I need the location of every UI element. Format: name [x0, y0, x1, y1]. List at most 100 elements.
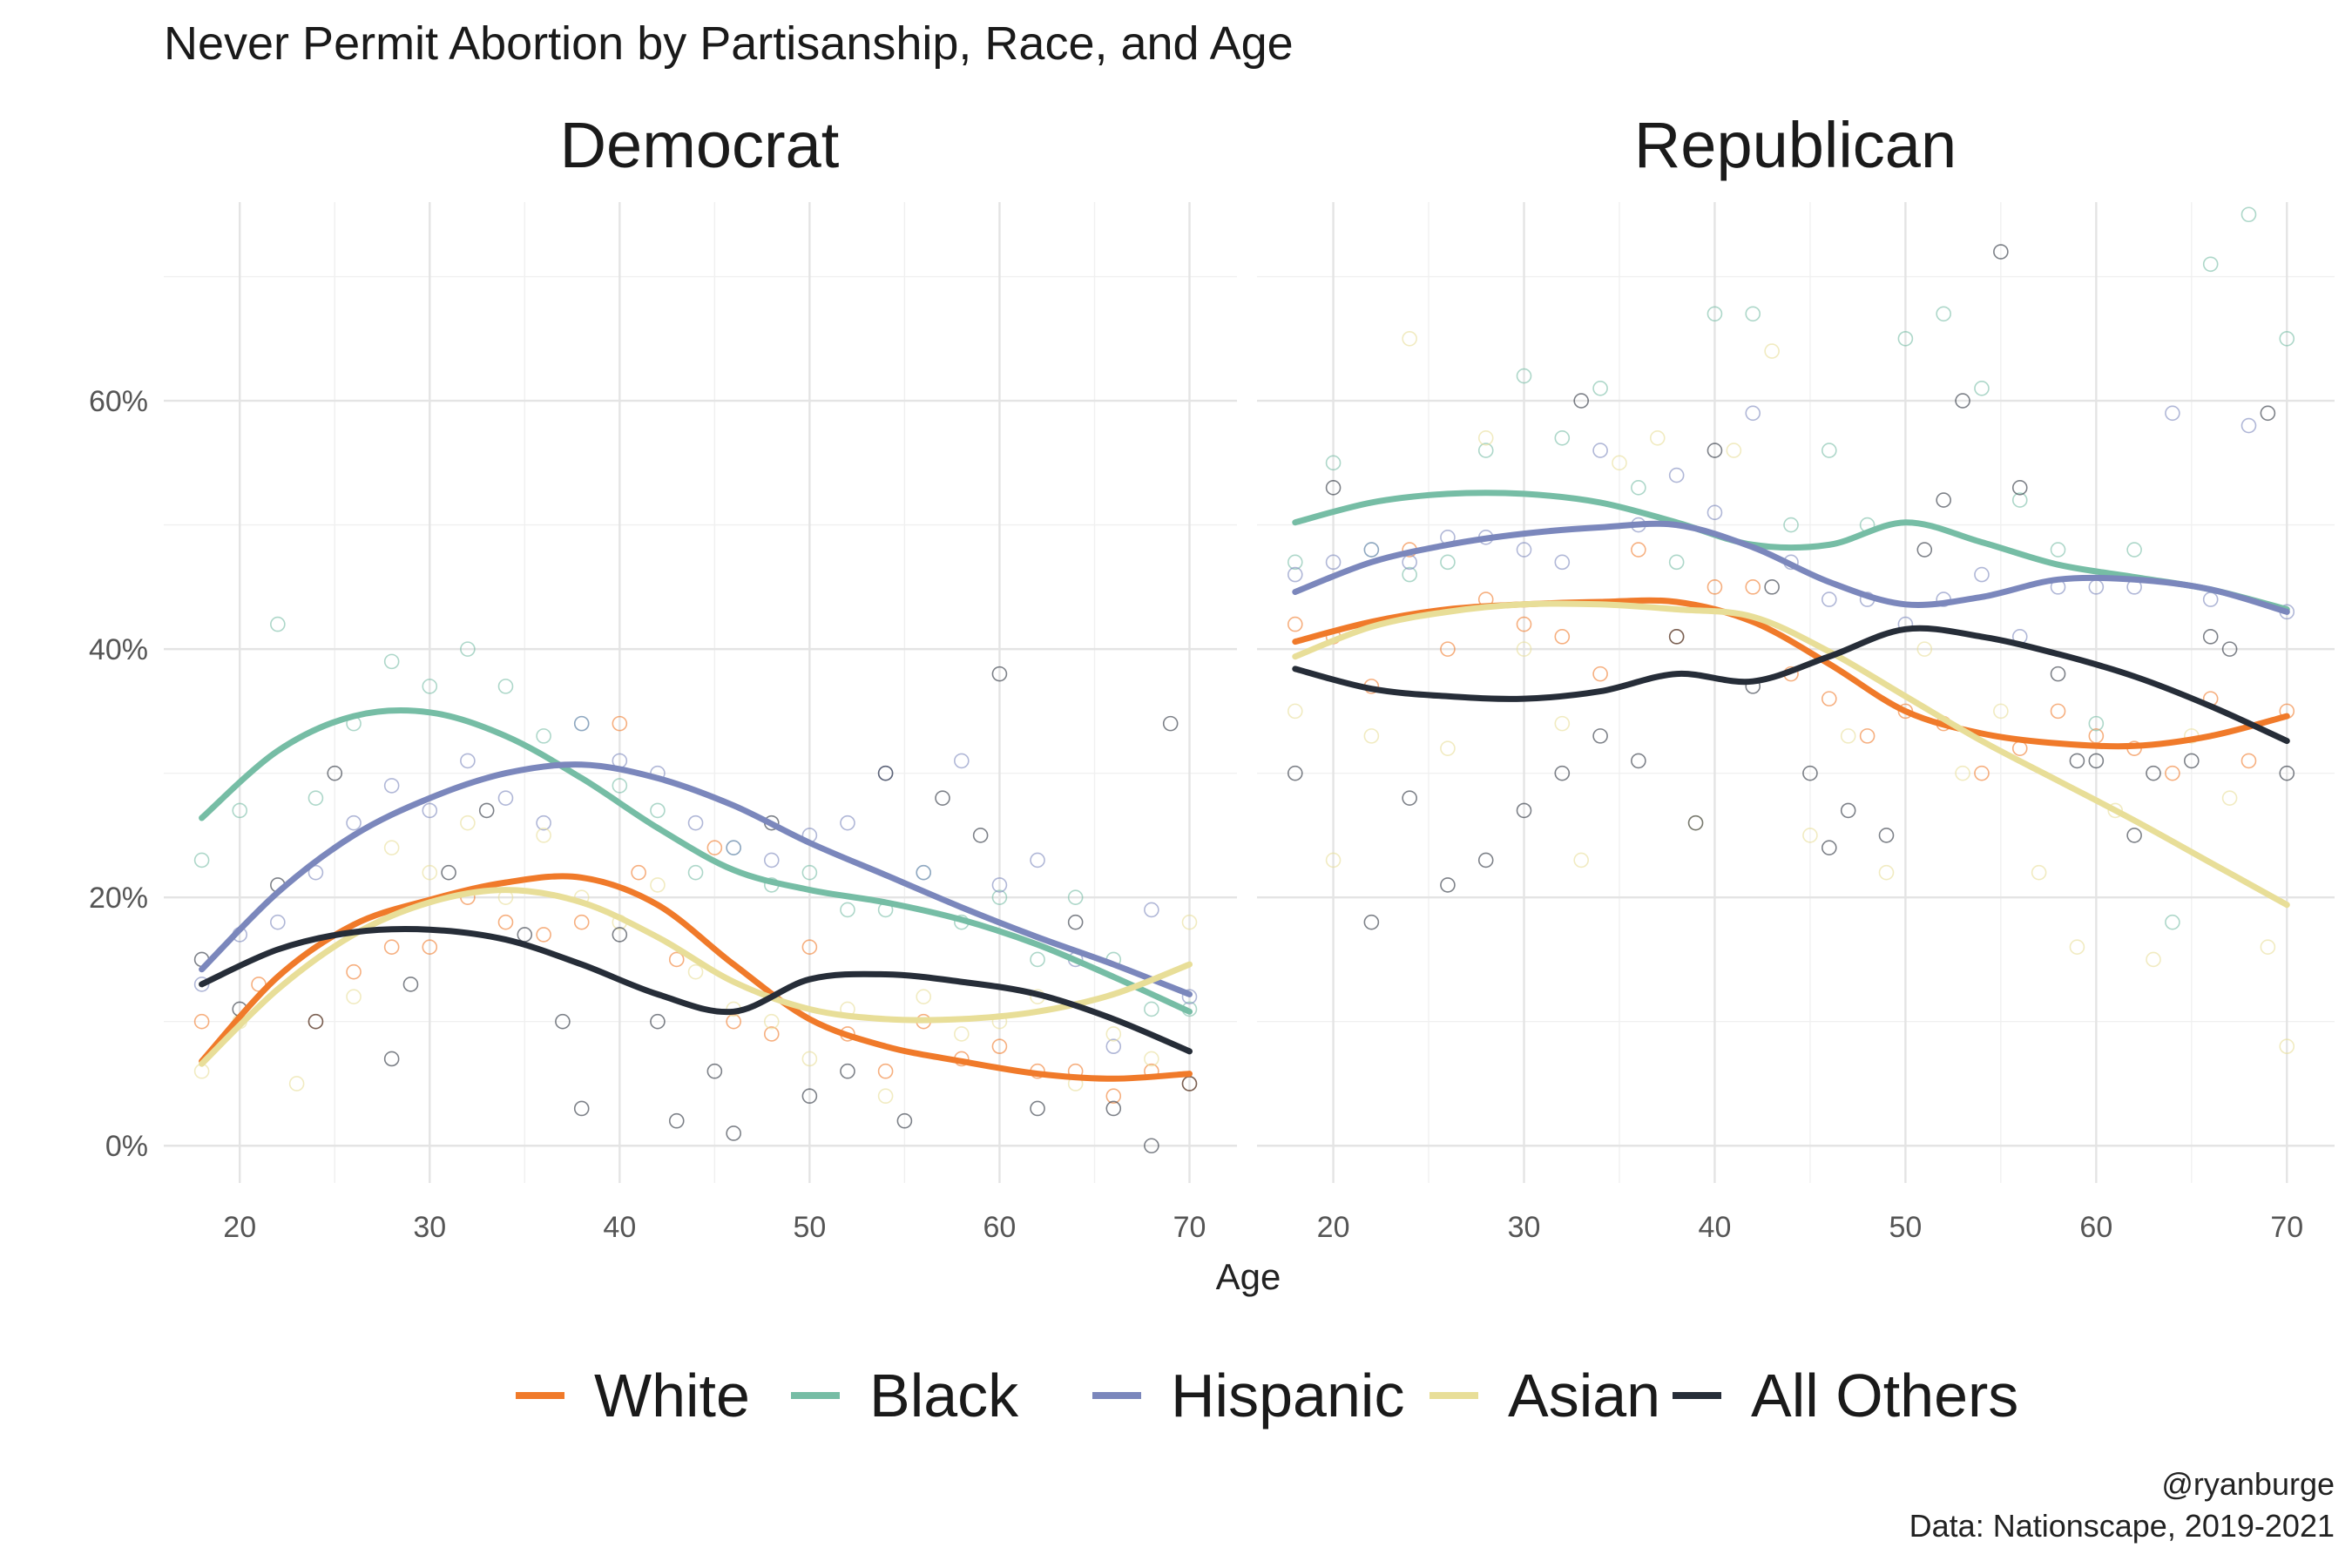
scatter-point: [1516, 802, 1532, 819]
legend-label: All Others: [1751, 1362, 2018, 1429]
scatter-point: [1974, 566, 1990, 583]
scatter-point: [954, 1026, 970, 1042]
series-line-white: [199, 873, 1193, 1082]
x-tick-label: 30: [413, 1211, 446, 1244]
scatter-point: [1821, 840, 1837, 855]
scatter-point: [1144, 902, 1159, 918]
legend-label: Hispanic: [1171, 1362, 1404, 1429]
scatter-point: [2146, 765, 2161, 781]
panel-republican: Republican: [1257, 109, 2335, 1183]
scatter-layer: [193, 616, 1198, 1154]
legend-label: White: [594, 1362, 750, 1429]
x-tick-label: 60: [2079, 1211, 2112, 1244]
series-lines: [199, 707, 1193, 1082]
scatter-point: [1745, 405, 1761, 422]
x-tick-label: 20: [1317, 1211, 1350, 1244]
scatter-point: [1144, 1001, 1159, 1017]
scatter-point: [2260, 405, 2276, 422]
scatter-point: [422, 802, 438, 819]
scatter-point: [1477, 430, 1494, 446]
scatter-point: [1402, 790, 1417, 806]
scatter-point: [687, 864, 704, 881]
scatter-point: [916, 989, 932, 1005]
legend-label: Asian: [1508, 1362, 1660, 1429]
scatter-point: [2050, 542, 2066, 558]
scatter-point: [763, 1026, 780, 1042]
scatter-point: [1993, 244, 2009, 260]
scatter-point: [1821, 691, 1837, 706]
scatter-point: [2202, 256, 2219, 273]
scatter-point: [402, 977, 419, 992]
scatter-point: [612, 778, 628, 794]
scatter-point: [1440, 554, 1456, 571]
scatter-point: [916, 864, 932, 881]
scatter-point: [536, 828, 551, 843]
scatter-point: [1554, 765, 1571, 781]
legend: White Black Hispanic Asian All Others: [516, 1362, 2018, 1429]
x-tick-label: 70: [1173, 1211, 1206, 1244]
scatter-point: [2146, 951, 2161, 968]
scatter-point: [536, 927, 551, 943]
scatter-point: [422, 864, 438, 881]
scatter-point: [1668, 554, 1685, 571]
scatter-point: [2088, 753, 2105, 769]
scatter-point: [801, 939, 818, 955]
x-axis-title: Age: [1216, 1256, 1281, 1297]
scatter-point: [2221, 641, 2238, 657]
scatter-point: [2126, 542, 2142, 558]
panel-strip-republican: Republican: [1634, 109, 1957, 181]
scatter-point: [1936, 492, 1951, 508]
grid: [164, 202, 1237, 1183]
scatter-point: [1477, 443, 1494, 458]
scatter-point: [1993, 703, 2009, 720]
scatter-point: [2069, 939, 2085, 955]
scatter-point: [877, 765, 894, 781]
scatter-point: [2221, 790, 2238, 806]
scatter-point: [972, 828, 989, 843]
scatter-point: [1554, 629, 1571, 645]
series-line-black: [199, 707, 1193, 1015]
scatter-point: [422, 939, 438, 955]
scatter-point: [308, 790, 324, 806]
scatter-point: [763, 852, 780, 868]
scatter-point: [1840, 728, 1856, 744]
series-line-all-others: [199, 925, 1193, 1055]
scatter-point: [383, 778, 400, 794]
scatter-point: [460, 753, 476, 769]
scatter-point: [1440, 641, 1456, 657]
scatter-point: [2107, 802, 2124, 819]
scatter-point: [2240, 206, 2257, 223]
scatter-point: [2126, 828, 2142, 843]
scatter-point: [1726, 443, 1742, 458]
x-axis: 20 30 40 50 60 70 20 30 40 50 60 70: [223, 1211, 2303, 1244]
panel-strip-democrat: Democrat: [560, 109, 840, 181]
scatter-point: [1687, 814, 1704, 831]
scatter-point: [1516, 368, 1532, 384]
x-tick-label: 40: [1699, 1211, 1732, 1244]
scatter-point: [1936, 306, 1951, 322]
x-tick-label: 60: [983, 1211, 1017, 1244]
panel-democrat: Democrat: [164, 109, 1237, 1183]
scatter-point: [801, 1088, 818, 1105]
scatter-point: [460, 814, 476, 831]
scatter-point: [2165, 914, 2180, 930]
scatter-point: [1105, 1088, 1122, 1105]
x-tick-label: 30: [1508, 1211, 1541, 1244]
scatter-point: [991, 1038, 1008, 1055]
x-tick-label: 40: [603, 1211, 636, 1244]
scatter-point: [1764, 343, 1780, 359]
scatter-point: [1592, 666, 1608, 682]
scatter-point: [270, 616, 286, 632]
scatter-point: [346, 814, 362, 831]
scatter-point: [896, 1112, 913, 1129]
caption-source: Data: Nationscape, 2019-2021: [1909, 1508, 2335, 1544]
scatter-point: [650, 802, 666, 819]
scatter-point: [1554, 715, 1571, 732]
scatter-point: [991, 877, 1008, 893]
scatter-point: [497, 790, 514, 806]
scatter-point: [555, 1013, 571, 1030]
scatter-point: [1878, 864, 1895, 881]
scatter-point: [497, 679, 514, 694]
scatter-point: [288, 1076, 305, 1092]
scatter-point: [668, 951, 685, 968]
